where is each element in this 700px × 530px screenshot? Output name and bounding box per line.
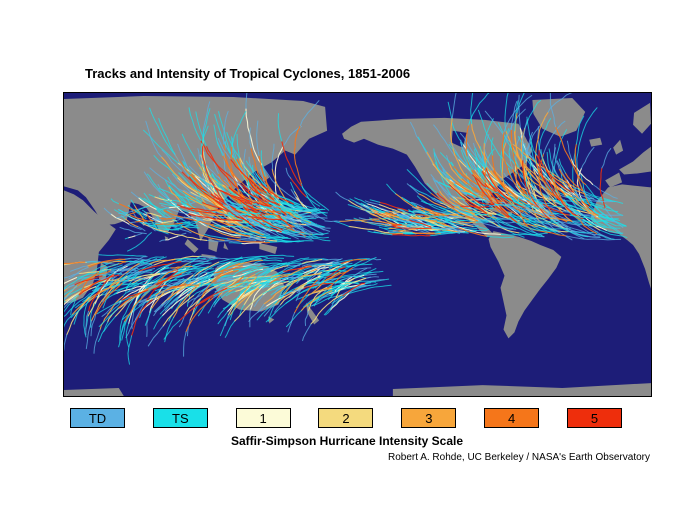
legend-item-1: 1: [235, 408, 291, 428]
legend-item-label: TD: [88, 410, 107, 426]
legend-item-3: 3: [401, 408, 457, 428]
legend-item-ts: TS: [152, 408, 208, 428]
cyclone-tracks-map: [64, 93, 651, 396]
legend-item-2: 2: [318, 408, 374, 428]
cyclone-tracks: [64, 93, 628, 365]
intensity-legend: TD TS 1 2 3 4 5: [70, 408, 622, 428]
legend-item-label: TS: [172, 410, 189, 426]
legend-item-td: TD: [70, 408, 125, 428]
legend-item-5: 5: [566, 408, 622, 428]
legend-item-label: 4: [508, 410, 516, 426]
legend-item-label: 2: [342, 410, 350, 426]
figure-title: Tracks and Intensity of Tropical Cyclone…: [85, 66, 411, 81]
legend-item-label: 3: [425, 410, 433, 426]
legend-item-label: 1: [259, 410, 267, 426]
credit-line: Robert A. Rohde, UC Berkeley / NASA's Ea…: [387, 452, 650, 463]
world-map-frame: [63, 92, 652, 397]
legend-caption: Saffir-Simpson Hurricane Intensity Scale: [230, 434, 464, 448]
legend-item-label: 5: [590, 410, 599, 426]
legend-item-4: 4: [484, 408, 540, 428]
